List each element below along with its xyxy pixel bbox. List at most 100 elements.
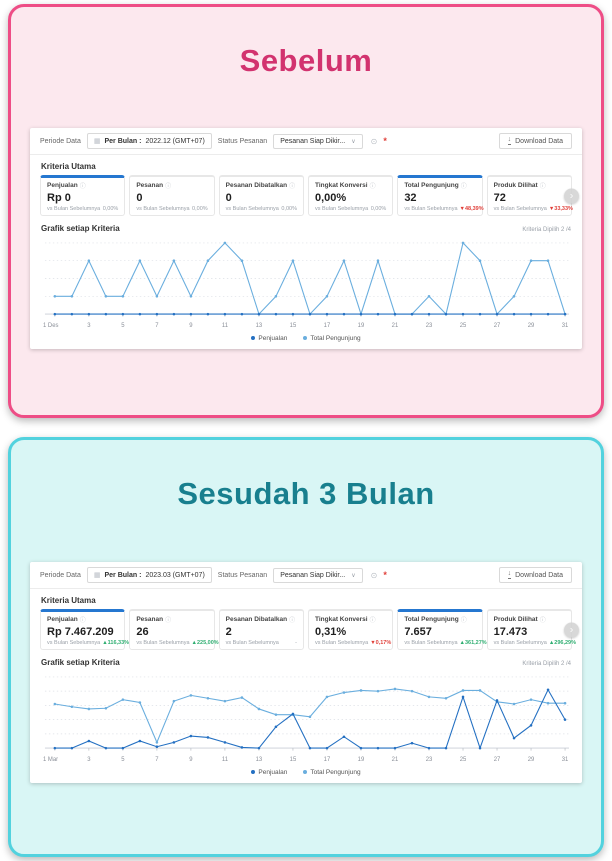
metric-change: ▲361,27% [459, 640, 487, 646]
status-value: Pesanan Siap Dikir... [280, 571, 346, 579]
help-icon[interactable]: ⊙ [370, 570, 378, 580]
svg-text:15: 15 [290, 323, 297, 329]
periode-select[interactable]: ▦ Per Bulan : 2022.12 (GMT+07) [86, 133, 212, 149]
grafik-header-row: Grafik setiap Kriteria Kriteria Dipilih … [30, 650, 582, 668]
svg-text:29: 29 [528, 323, 535, 329]
download-label: Download Data [515, 137, 563, 145]
metric-change: ▼0,17% [370, 640, 392, 646]
metric-change: ▼48,39% [459, 206, 484, 212]
metric-card-total-pengunjung[interactable]: Total Pengunjung ⓘ 32 vs Bulan Sebelumnya… [397, 175, 484, 216]
grafik-header-row: Grafik setiap Kriteria Kriteria Dipilih … [30, 216, 582, 234]
metric-card-penjualan[interactable]: Penjualan ⓘ Rp 7.467.209 vs Bulan Sebelum… [40, 609, 129, 650]
metric-value: 0,00% [314, 192, 347, 204]
vs-label: vs Bulan Sebelumnya [493, 206, 547, 212]
grafik-heading: Grafik setiap Kriteria [41, 224, 120, 233]
line-chart-sesudah: 1 Mar 3 5 7 9 11 13 15 17 19 21 23 25 27 29 31 [43, 676, 570, 763]
metric-card-pesanan[interactable]: Pesanan ⓘ 26 vs Bulan Sebelumnya ▲225,00% [129, 609, 219, 650]
metric-change: 0,00% [370, 206, 387, 212]
svg-text:5: 5 [121, 757, 125, 763]
metric-value: 32 [404, 192, 417, 204]
help-icon[interactable]: ⊙ [370, 136, 378, 146]
svg-text:9: 9 [189, 757, 193, 763]
svg-text:27: 27 [494, 757, 501, 763]
vs-label: vs Bulan Sebelumnya [47, 206, 101, 212]
info-icon: ⓘ [289, 618, 296, 624]
vs-label: vs Bulan Sebelumnya [314, 206, 369, 212]
metric-label: Pesanan [136, 182, 164, 189]
vs-label: vs Bulan Sebelumnya [136, 640, 190, 646]
legend-item-penjualan[interactable]: Penjualan [251, 769, 287, 776]
legend-dot-penjualan [251, 336, 256, 341]
panel-sebelum-title: Sebelum [239, 43, 373, 78]
metric-card-total-pengunjung[interactable]: Total Pengunjung ⓘ 7.657 vs Bulan Sebelum… [397, 609, 487, 650]
metric-card-pesanan-dibatalkan[interactable]: Pesanan Dibatalkan ⓘ 2 vs Bulan Sebelumny… [218, 609, 304, 650]
metric-change: 0,00% [281, 206, 297, 212]
required-asterisk: * [383, 570, 387, 580]
vs-label: vs Bulan Sebelumnya [493, 640, 547, 646]
info-icon: ⓘ [460, 618, 467, 624]
svg-text:7: 7 [155, 323, 158, 329]
metric-label: Total Pengunjung [404, 616, 459, 623]
metric-value: 26 [136, 626, 149, 638]
chart-legend: Penjualan Total Pengunjung [30, 769, 582, 776]
chart-legend: Penjualan Total Pengunjung [30, 335, 582, 342]
metric-change: ▲225,00% [191, 640, 219, 646]
status-select[interactable]: Pesanan Siap Dikir... ∨ [273, 133, 363, 149]
dashboard-sebelum: Periode Data ▦ Per Bulan : 2022.12 (GMT+… [30, 128, 582, 349]
info-icon: ⓘ [165, 618, 172, 624]
metric-card-penjualan[interactable]: Penjualan ⓘ Rp 0 vs Bulan Sebelumnya 0,00% [40, 175, 126, 216]
svg-text:11: 11 [222, 323, 228, 329]
metric-label: Pesanan [136, 616, 164, 623]
metric-change: ▲116,33% [102, 640, 130, 646]
metrics-scroll-next-button[interactable]: › [564, 188, 579, 203]
chevron-right-icon: › [569, 624, 574, 635]
legend-item-total-pengunjung[interactable]: Total Pengunjung [303, 769, 361, 776]
metric-label: Tingkat Konversi [314, 182, 368, 189]
svg-text:7: 7 [155, 757, 158, 763]
metric-change: 0,00% [102, 206, 119, 212]
info-icon: ⓘ [539, 184, 546, 190]
vs-label: vs Bulan Sebelumnya [136, 206, 190, 212]
dashboard-sesudah: Periode Data ▦ Per Bulan : 2023.03 (GMT+… [30, 562, 582, 783]
download-data-button[interactable]: ↓ Download Data [498, 567, 572, 583]
vs-label: vs Bulan Sebelumnya [314, 640, 369, 646]
legend-item-penjualan[interactable]: Penjualan [251, 335, 287, 342]
metrics-scroll-next-button[interactable]: › [564, 622, 579, 637]
metric-card-pesanan-dibatalkan[interactable]: Pesanan Dibatalkan ⓘ 0 vs Bulan Sebelumny… [218, 175, 304, 216]
periode-select[interactable]: ▦ Per Bulan : 2023.03 (GMT+07) [86, 567, 212, 583]
metric-card-produk-dilihat[interactable]: Produk Dilihat ⓘ 17.473 vs Bulan Sebelumn… [486, 609, 576, 650]
metric-label: Total Pengunjung [404, 182, 459, 189]
vs-label: vs Bulan Sebelumnya [225, 640, 279, 646]
svg-text:13: 13 [256, 323, 263, 329]
metric-value: 0 [225, 192, 232, 204]
svg-text:5: 5 [121, 323, 125, 329]
metric-label: Produk Dilihat [493, 616, 538, 623]
chevron-down-icon: ∨ [351, 572, 356, 579]
metric-change: ▲296,29% [548, 640, 576, 646]
svg-text:19: 19 [358, 757, 365, 763]
info-icon: ⓘ [79, 618, 86, 624]
svg-text:25: 25 [460, 323, 467, 329]
info-icon: ⓘ [460, 184, 467, 190]
metric-label: Produk Dilihat [493, 182, 538, 189]
metric-change: 0,00% [192, 206, 208, 212]
calendar-icon: ▦ [93, 138, 101, 145]
metric-value: Rp 7.467.209 [47, 626, 114, 638]
metric-card-tingkat-konversi[interactable]: Tingkat Konversi ⓘ 0,31% vs Bulan Sebelum… [307, 609, 394, 650]
metric-card-produk-dilihat[interactable]: Produk Dilihat ⓘ 72 vs Bulan Sebelumnya ▼3… [486, 175, 573, 216]
status-pesanan-label: Status Pesanan [217, 137, 268, 145]
periode-data-label: Periode Data [40, 571, 81, 579]
legend-dot-total-pengunjung [303, 770, 308, 775]
svg-text:11: 11 [222, 757, 228, 763]
legend-item-total-pengunjung[interactable]: Total Pengunjung [303, 335, 361, 342]
info-icon: ⓘ [369, 618, 376, 624]
metric-card-tingkat-konversi[interactable]: Tingkat Konversi ⓘ 0,00% vs Bulan Sebelum… [307, 175, 394, 216]
metric-change: - [295, 640, 297, 646]
download-data-button[interactable]: ↓ Download Data [498, 133, 572, 149]
status-select[interactable]: Pesanan Siap Dikir... ∨ [273, 567, 363, 583]
svg-text:31: 31 [562, 323, 569, 329]
kriteria-dipilih-count: Kriteria Dipilih 2 /4 [522, 227, 571, 233]
metric-card-pesanan[interactable]: Pesanan ⓘ 0 vs Bulan Sebelumnya 0,00% [129, 175, 215, 216]
chevron-right-icon: › [569, 190, 574, 201]
